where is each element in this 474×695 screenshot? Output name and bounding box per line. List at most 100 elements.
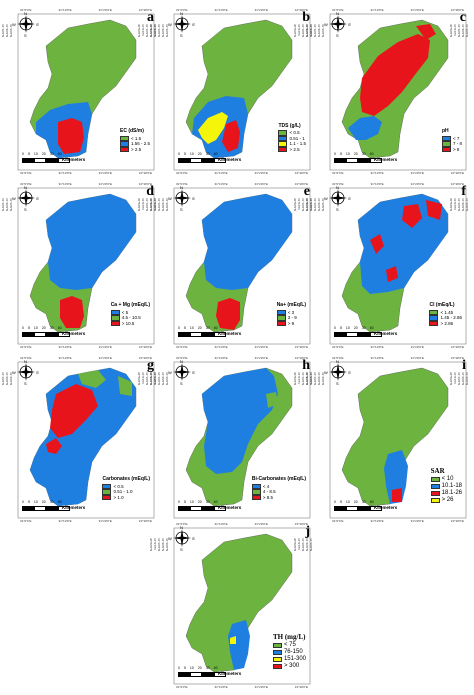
tick-label: 31°0'0"N	[153, 538, 157, 550]
tick-label: 31°10'0"E	[214, 685, 228, 689]
zone-red-2	[46, 438, 62, 454]
scale-bar: 0 5 10 20 30 40 Kilometers	[178, 152, 248, 164]
tick-label: 31°20'0"E	[254, 345, 268, 349]
legend-label: < 1.45	[440, 309, 454, 315]
tick-label: 31°30'0"N	[165, 24, 169, 38]
north-arrow-icon: N S E W	[12, 185, 39, 212]
scale-numbers: 0 5 10 20 30 40	[334, 500, 374, 504]
legend: Ca + Mg (mEq/L) < 5 4.5 - 10.5 > 10.5	[110, 302, 150, 326]
tick-label: 31°20'0"E	[254, 522, 268, 526]
compass-e: E	[36, 22, 39, 27]
tick-label: 31°30'0"E	[294, 685, 308, 689]
scale-number: 10	[33, 152, 38, 156]
legend-item: > 10.5	[110, 320, 150, 326]
scale-numbers: 0 5 10 20 30 40	[178, 666, 218, 670]
tick-label: 31°30'0"E	[138, 171, 152, 175]
tick-label: 31°30'0"N	[309, 372, 313, 386]
legend-item: 4 - 8.5	[251, 489, 306, 495]
scale-bar: 0 5 10 20 30 40 Kilometers	[334, 152, 404, 164]
legend: Cl (mEq/L) < 1.45 1.45 - 2.86 > 2.86	[429, 302, 462, 326]
map-frame	[329, 187, 467, 345]
legend-label: 3 - 9	[287, 315, 297, 321]
map-frame	[173, 13, 311, 171]
tick-label: 31°0'0"E	[176, 182, 188, 186]
tick-label: 31°30'0"N	[165, 538, 169, 552]
legend-label: < 7	[452, 135, 460, 141]
bottom-coordinate-ticks: 31°0'0"E 31°10'0"E 31°20'0"E 31°30'0"E	[176, 685, 308, 690]
compass-n: N	[24, 359, 27, 364]
compass-s: S	[336, 381, 339, 386]
tick-label: 30°50'0"N	[293, 538, 297, 552]
tick-label: 31°30'0"E	[294, 171, 308, 175]
legend-item: 0.51 - 1	[278, 135, 306, 141]
tick-label: 31°20'0"N	[317, 198, 321, 212]
tick-label: 31°20'0"E	[98, 519, 112, 523]
scale-number: 5	[27, 500, 30, 504]
legend-label: 10.1-18	[441, 483, 462, 489]
scale-bar: 0 5 10 20 30 40 Kilometers	[22, 326, 92, 338]
legend-swatch	[272, 649, 282, 656]
legend-swatch	[278, 146, 288, 152]
scale-number: 10	[33, 326, 38, 330]
scale-number: 20	[197, 666, 202, 670]
zone-blue-0	[228, 620, 250, 670]
legend-item: > 2.86	[429, 320, 462, 326]
tick-label: 31°10'0"N	[313, 372, 317, 386]
top-coordinate-ticks: 31°0'0"E 31°10'0"E 31°20'0"E 31°30'0"E	[332, 356, 464, 361]
zone-red-1	[50, 384, 98, 438]
scale-number: 40	[57, 152, 62, 156]
tick-label: 31°30'0"N	[321, 198, 325, 212]
legend-swatch	[276, 315, 286, 321]
scale-bar: 0 5 10 20 30 40 Kilometers	[334, 500, 404, 512]
tick-label: 31°10'0"N	[157, 24, 161, 38]
zone-blue-0	[202, 368, 278, 474]
tick-label: 31°10'0"E	[214, 182, 228, 186]
tick-label: 31°10'0"E	[370, 8, 384, 12]
tick-label: 31°30'0"E	[138, 182, 152, 186]
compass-s: S	[24, 33, 27, 38]
top-coordinate-ticks: 31°0'0"E 31°10'0"E 31°20'0"E 31°30'0"E	[332, 8, 464, 13]
scale-number: 10	[345, 152, 350, 156]
north-arrow-icon: N S E W	[12, 359, 39, 386]
compass-n: N	[180, 359, 183, 364]
compass-w: W	[168, 536, 172, 541]
legend-label: > 26	[441, 497, 454, 503]
tick-label: 31°10'0"E	[58, 8, 72, 12]
scale-number: 5	[183, 326, 186, 330]
north-arrow-icon: N S E W	[324, 359, 351, 386]
zone-red-1	[60, 296, 84, 328]
tick-label: 31°30'0"N	[9, 24, 13, 38]
legend-swatch	[429, 320, 439, 326]
tick-label: 31°20'0"E	[410, 182, 424, 186]
region-map	[173, 361, 311, 519]
legend-label: < 5	[121, 309, 129, 315]
legend-item: < 1.5	[119, 135, 150, 141]
zone-red-1	[58, 118, 84, 154]
top-coordinate-ticks: 31°0'0"E 31°10'0"E 31°20'0"E 31°30'0"E	[176, 356, 308, 361]
scale-bar-segments	[334, 506, 382, 511]
zone-red-1	[402, 204, 422, 228]
scale-number: 20	[353, 326, 358, 330]
compass-e: E	[192, 370, 195, 375]
tick-label: 31°30'0"E	[138, 8, 152, 12]
legend-swatch	[251, 494, 261, 500]
legend-label: < 75	[283, 642, 296, 648]
tick-label: 31°0'0"N	[153, 24, 157, 36]
legend-swatch	[430, 490, 440, 497]
scale-number: 10	[189, 500, 194, 504]
tick-label: 31°30'0"N	[309, 24, 313, 38]
scale-number: 30	[49, 326, 54, 330]
zone-red-3	[370, 234, 384, 254]
right-coordinate-ticks: 31°30'0"N 31°20'0"N 31°10'0"N 31°0'0"N 30°50…	[293, 372, 313, 504]
legend-swatch	[430, 476, 440, 483]
scale-number: 5	[27, 152, 30, 156]
scale-number: 0	[178, 152, 180, 156]
map-frame	[173, 361, 311, 519]
zone-green-3	[78, 370, 106, 388]
legend-label: < 0.5	[113, 483, 124, 489]
legend-label: 1.1 - 1.5	[289, 141, 306, 147]
top-coordinate-ticks: 31°0'0"E 31°10'0"E 31°20'0"E 31°30'0"E	[20, 182, 152, 187]
compass-e: E	[348, 196, 351, 201]
tick-label: 31°30'0"N	[465, 24, 469, 38]
